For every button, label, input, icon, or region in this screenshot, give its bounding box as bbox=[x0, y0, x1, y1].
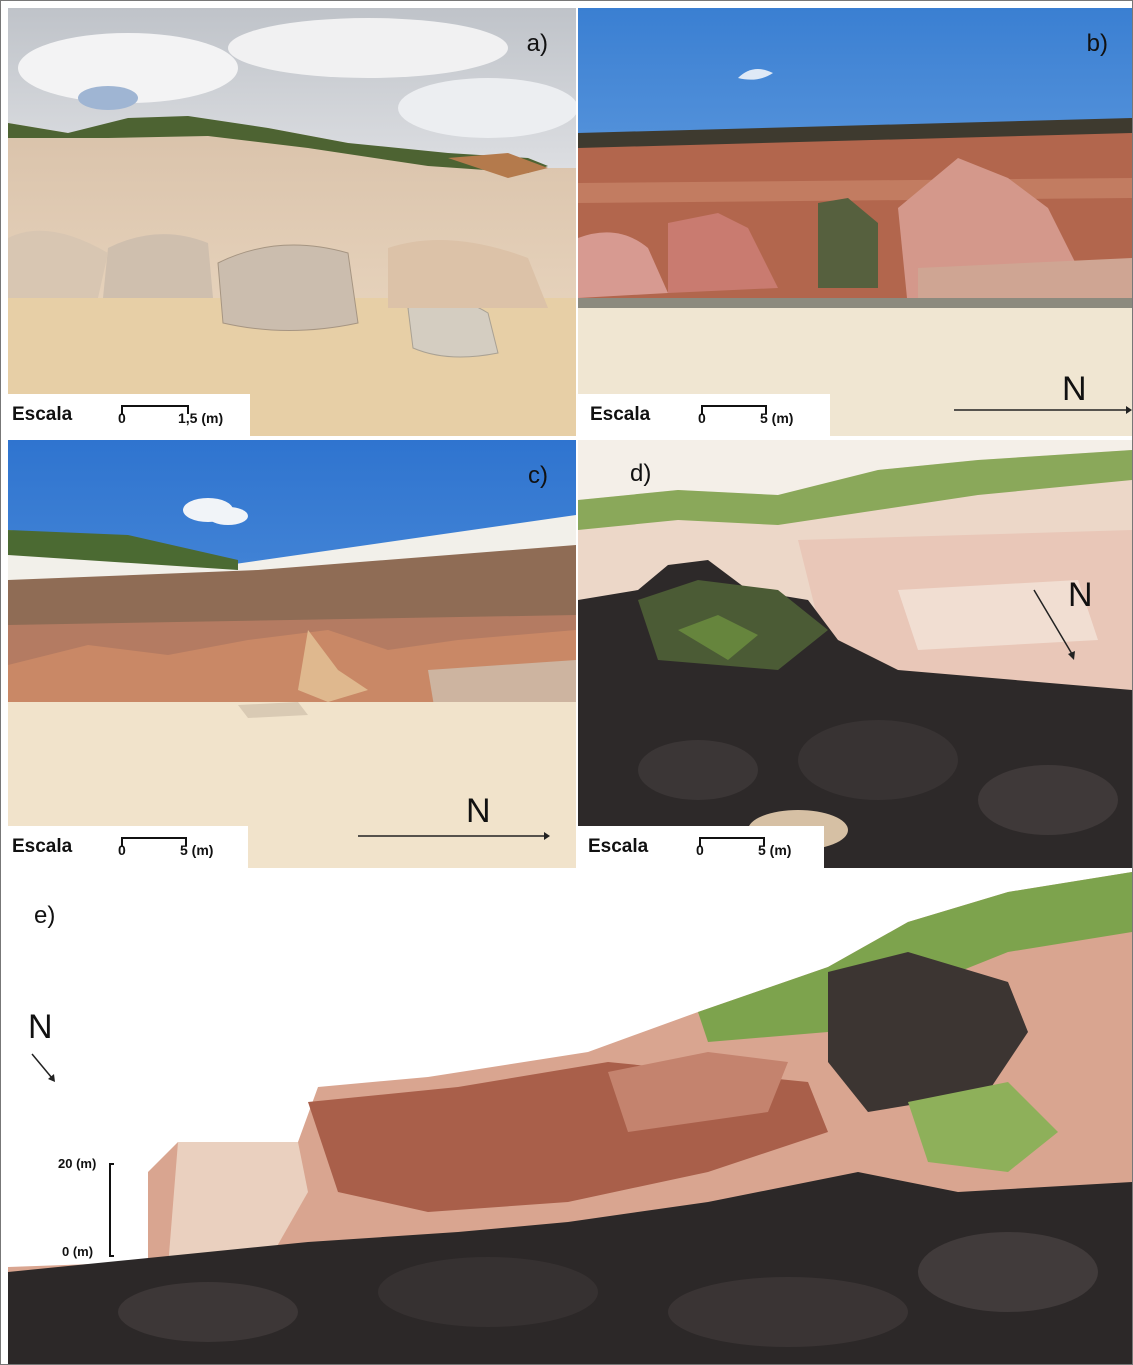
panel-b-photo: b) Escala 0 5 (m) N bbox=[578, 8, 1132, 436]
panel-e-north-arrow: N bbox=[28, 1008, 78, 1088]
scale-value: 5 (m) bbox=[760, 410, 794, 426]
scale-word: Escala bbox=[12, 404, 73, 425]
panel-b-label: b) bbox=[1086, 30, 1108, 57]
panel-c-scale-bar: Escala 0 5 (m) bbox=[8, 826, 248, 868]
coastal-cliff-panorama bbox=[8, 872, 1132, 1364]
panel-d-photo: d) N Escala 0 5 (m) bbox=[578, 440, 1132, 868]
scale-value: 5 (m) bbox=[758, 842, 792, 858]
panel-d-scale-bar: Escala 0 5 (m) bbox=[578, 826, 824, 868]
panel-c-label: c) bbox=[528, 462, 548, 489]
scale-word: Escala bbox=[590, 404, 651, 425]
panel-e-photo: e) N 20 (m) 0 (m) bbox=[8, 872, 1132, 1364]
scale-bracket bbox=[701, 405, 767, 414]
north-label: N bbox=[28, 1008, 53, 1046]
scale-bracket bbox=[121, 837, 187, 846]
north-label: N bbox=[1062, 370, 1087, 408]
cliff-boulders-scene bbox=[8, 8, 576, 436]
cliff-beach-scene bbox=[8, 440, 576, 868]
scale-value: 1,5 (m) bbox=[178, 410, 224, 426]
arrow-down-right-icon bbox=[31, 1053, 55, 1082]
vertical-scale-line bbox=[109, 1163, 114, 1257]
panel-d-label: d) bbox=[630, 460, 652, 487]
panel-a-scale-bar: Escala 0 1,5 (m) bbox=[8, 394, 250, 436]
scale-word: Escala bbox=[588, 836, 649, 857]
north-label: N bbox=[466, 792, 491, 830]
panel-c-photo: c) Escala 0 5 (m) N bbox=[8, 440, 576, 868]
panel-e-vertical-scale: 20 (m) 0 (m) bbox=[52, 1152, 122, 1262]
arrow-down-right-icon bbox=[1033, 589, 1075, 660]
scale-bracket bbox=[699, 837, 765, 846]
panel-b-north-arrow: N bbox=[954, 370, 1132, 420]
arrow-right-icon bbox=[358, 832, 550, 840]
scale-bracket bbox=[121, 405, 189, 414]
vscale-top: 20 (m) bbox=[58, 1156, 97, 1171]
scale-zero: 0 bbox=[698, 410, 706, 426]
panel-e-label: e) bbox=[34, 902, 56, 929]
scale-value: 5 (m) bbox=[180, 842, 214, 858]
panel-c-north-arrow: N bbox=[358, 792, 550, 842]
scale-word: Escala bbox=[12, 836, 73, 857]
panel-a-label: a) bbox=[526, 30, 548, 57]
scale-zero: 0 bbox=[696, 842, 704, 858]
panel-a-photo: a) Escala 0 1,5 (m) bbox=[8, 8, 576, 436]
arrow-right-icon bbox=[954, 406, 1132, 414]
dark-rocks-cliff-scene bbox=[578, 440, 1132, 868]
scale-zero: 0 bbox=[118, 410, 126, 426]
panel-d-north-arrow: N bbox=[1030, 576, 1100, 666]
north-label: N bbox=[1068, 576, 1093, 614]
vscale-bottom: 0 (m) bbox=[62, 1244, 94, 1259]
panel-b-scale-bar: Escala 0 5 (m) bbox=[578, 394, 830, 436]
scale-zero: 0 bbox=[118, 842, 126, 858]
red-cliff-scene bbox=[578, 8, 1132, 436]
